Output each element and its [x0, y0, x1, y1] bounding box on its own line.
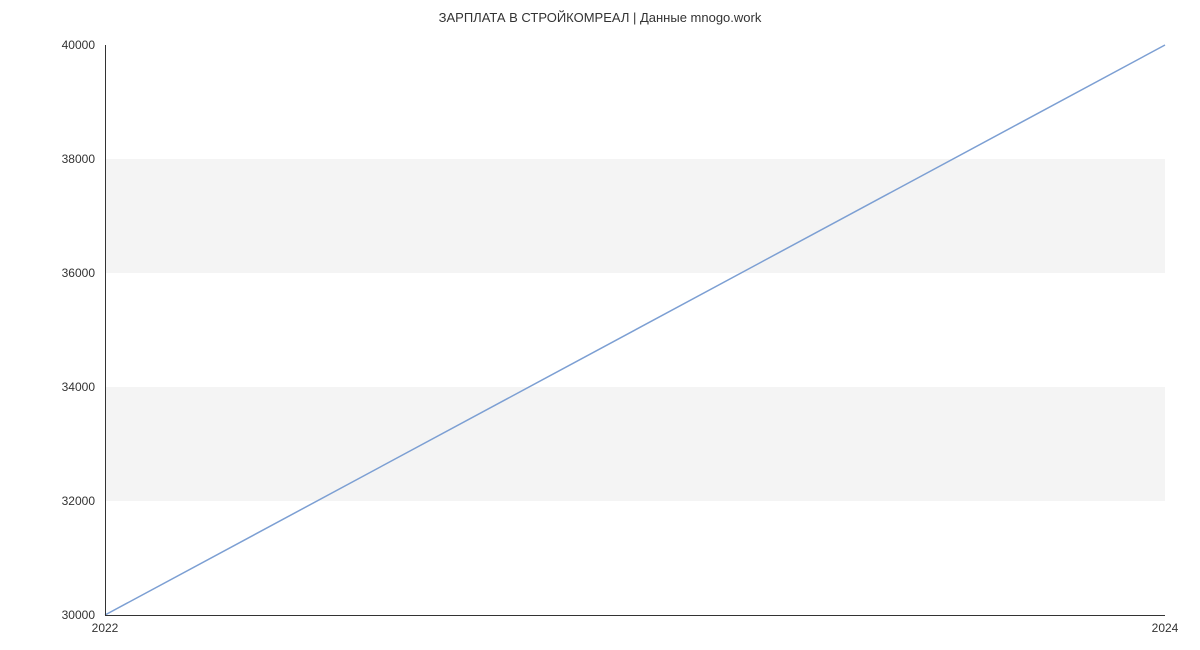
y-tick-label: 34000 — [0, 380, 95, 394]
series-line — [105, 45, 1165, 615]
y-tick-label: 36000 — [0, 266, 95, 280]
y-tick-label: 30000 — [0, 608, 95, 622]
chart-title: ЗАРПЛАТА В СТРОЙКОМРЕАЛ | Данные mnogo.w… — [0, 10, 1200, 25]
plot-area — [105, 45, 1165, 615]
x-tick-label: 2022 — [92, 621, 119, 635]
y-tick-label: 40000 — [0, 38, 95, 52]
y-axis-line — [105, 45, 106, 615]
x-axis-line — [105, 615, 1165, 616]
y-tick-label: 38000 — [0, 152, 95, 166]
y-tick-label: 32000 — [0, 494, 95, 508]
x-tick-label: 2024 — [1152, 621, 1179, 635]
chart-container: ЗАРПЛАТА В СТРОЙКОМРЕАЛ | Данные mnogo.w… — [0, 0, 1200, 650]
line-layer — [105, 45, 1165, 615]
